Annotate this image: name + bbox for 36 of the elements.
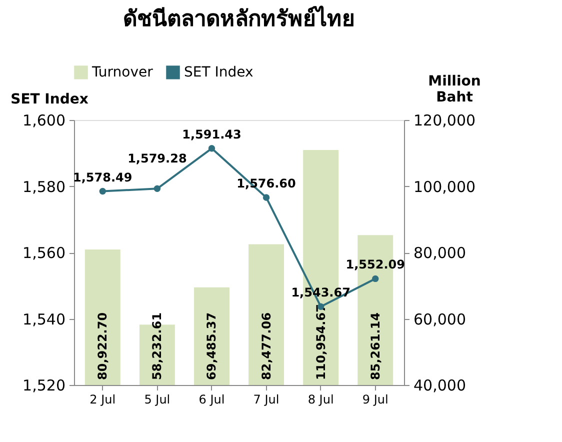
point [154,185,161,192]
x-tick-label: 7 Jul [253,392,280,406]
data-label: 1,578.49 [73,170,132,184]
data-label: 1,591.43 [182,127,242,142]
x-tick-label: 5 Jul [144,392,170,406]
x-tick-label: 9 Jul [362,392,388,406]
y-tick-label: 1,520 [22,376,66,394]
x-tick-label: 8 Jul [308,392,334,406]
data-label: 1,579.28 [128,152,187,166]
x-tick-label: 2 Jul [90,392,116,406]
y2-tick-label: 40,000 [414,376,466,394]
data-label: 69,485.37 [204,312,219,380]
data-label: 82,477.06 [259,312,274,380]
point [99,188,106,195]
y-tick-label: 1,600 [22,112,66,130]
y-axis-title: SET Index [10,92,88,108]
y-tick-label: 1,540 [22,310,66,328]
y2-tick-label: 80,000 [414,244,466,262]
data-label: 80,922.70 [96,312,110,380]
y2-tick-label: 100,000 [414,178,476,196]
point [262,194,270,201]
x-tick-label: 6 Jul [198,392,225,406]
legend-label: SET Index [184,64,254,80]
y-tick-label: 1,560 [22,244,66,262]
y2-tick-label: 120,000 [414,112,476,130]
data-label: 85,261.14 [368,312,382,380]
data-label: 110,954.67 [314,304,328,380]
data-label: 1,552.09 [346,258,405,272]
legend-label: Turnover [91,64,154,80]
chart-title: ดัชนีตลาดหลักทรัพย์ไทย [123,5,355,32]
point [208,145,216,152]
point [372,275,379,282]
y2-tick-label: 60,000 [414,310,466,328]
y-tick-label: 1,580 [22,178,66,196]
data-label: 58,232.61 [150,312,164,380]
y2-axis-title: Million Baht [428,74,481,106]
